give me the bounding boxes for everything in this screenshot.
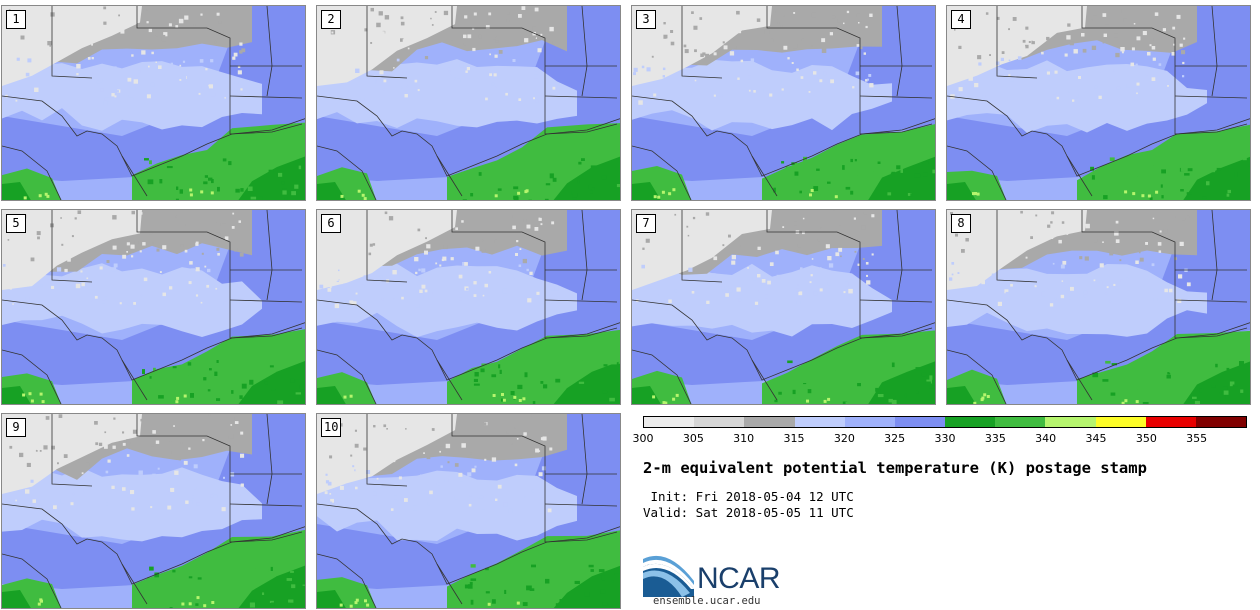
- color-scale-tick: 335: [984, 432, 1006, 445]
- member-map-panel[interactable]: 7: [631, 209, 936, 405]
- map-field-graphic: [2, 6, 305, 200]
- member-map-panel[interactable]: 5: [1, 209, 306, 405]
- color-scale-bar: [643, 416, 1247, 428]
- member-map-panel[interactable]: 8: [946, 209, 1251, 405]
- color-scale-segment: [794, 417, 845, 427]
- color-scale-tick: 320: [833, 432, 855, 445]
- color-scale-segment: [844, 417, 895, 427]
- color-scale-tick: 355: [1186, 432, 1208, 445]
- member-number-label: 5: [6, 214, 26, 233]
- color-scale-tick: 315: [783, 432, 805, 445]
- member-map-panel[interactable]: 2: [316, 5, 621, 201]
- map-field-graphic: [2, 210, 305, 404]
- logo-wordmark: NCAR: [697, 562, 781, 595]
- map-field-graphic: [632, 6, 935, 200]
- color-scale-segment: [1095, 417, 1146, 427]
- map-field-graphic: [947, 210, 1250, 404]
- init-time-text: Init: Fri 2018-05-04 12 UTC: [643, 489, 854, 504]
- map-field-graphic: [317, 414, 620, 608]
- color-scale-tick: 305: [682, 432, 704, 445]
- color-scale-segment: [744, 417, 795, 427]
- member-number-label: 8: [951, 214, 971, 233]
- color-scale-segment: [894, 417, 946, 427]
- chart-title: 2-m equivalent potential temperature (K)…: [643, 459, 1147, 477]
- color-scale-tick: 350: [1135, 432, 1157, 445]
- member-number-label: 10: [321, 418, 342, 437]
- member-number-label: 1: [6, 10, 26, 29]
- logo-url-text: ensemble.ucar.edu: [653, 595, 761, 607]
- member-number-label: 3: [636, 10, 656, 29]
- color-scale-tick: 310: [733, 432, 755, 445]
- map-field-graphic: [2, 414, 305, 608]
- member-map-panel[interactable]: 9: [1, 413, 306, 609]
- color-scale-tick: 330: [934, 432, 956, 445]
- member-map-panel[interactable]: 3: [631, 5, 936, 201]
- valid-time-text: Valid: Sat 2018-05-05 11 UTC: [643, 505, 854, 520]
- color-scale-segment: [694, 417, 745, 427]
- member-number-label: 7: [636, 214, 656, 233]
- color-scale-segment: [644, 417, 695, 427]
- map-field-graphic: [317, 6, 620, 200]
- member-map-panel[interactable]: 6: [316, 209, 621, 405]
- color-scale-tick: 325: [884, 432, 906, 445]
- member-number-label: 2: [321, 10, 341, 29]
- map-field-graphic: [947, 6, 1250, 200]
- member-number-label: 6: [321, 214, 341, 233]
- map-field-graphic: [632, 210, 935, 404]
- member-map-panel[interactable]: 4: [946, 5, 1251, 201]
- color-scale-segment: [945, 417, 996, 427]
- color-scale-tick-labels: 300 305 310 315 320 325 330 335 340 345 350 355: [633, 432, 1247, 446]
- color-scale-segment: [1145, 417, 1196, 427]
- color-scale-tick: 345: [1085, 432, 1107, 445]
- color-scale-tick: 300: [632, 432, 654, 445]
- member-number-label: 4: [951, 10, 971, 29]
- member-number-label: 9: [6, 418, 26, 437]
- color-scale-segment: [995, 417, 1046, 427]
- member-map-panel[interactable]: 1: [1, 5, 306, 201]
- color-scale-segment: [1195, 417, 1247, 427]
- member-map-panel[interactable]: 10: [316, 413, 621, 609]
- color-scale-segment: [1045, 417, 1096, 427]
- map-field-graphic: [317, 210, 620, 404]
- ncar-logo-icon: [643, 555, 694, 597]
- color-scale-tick: 340: [1035, 432, 1057, 445]
